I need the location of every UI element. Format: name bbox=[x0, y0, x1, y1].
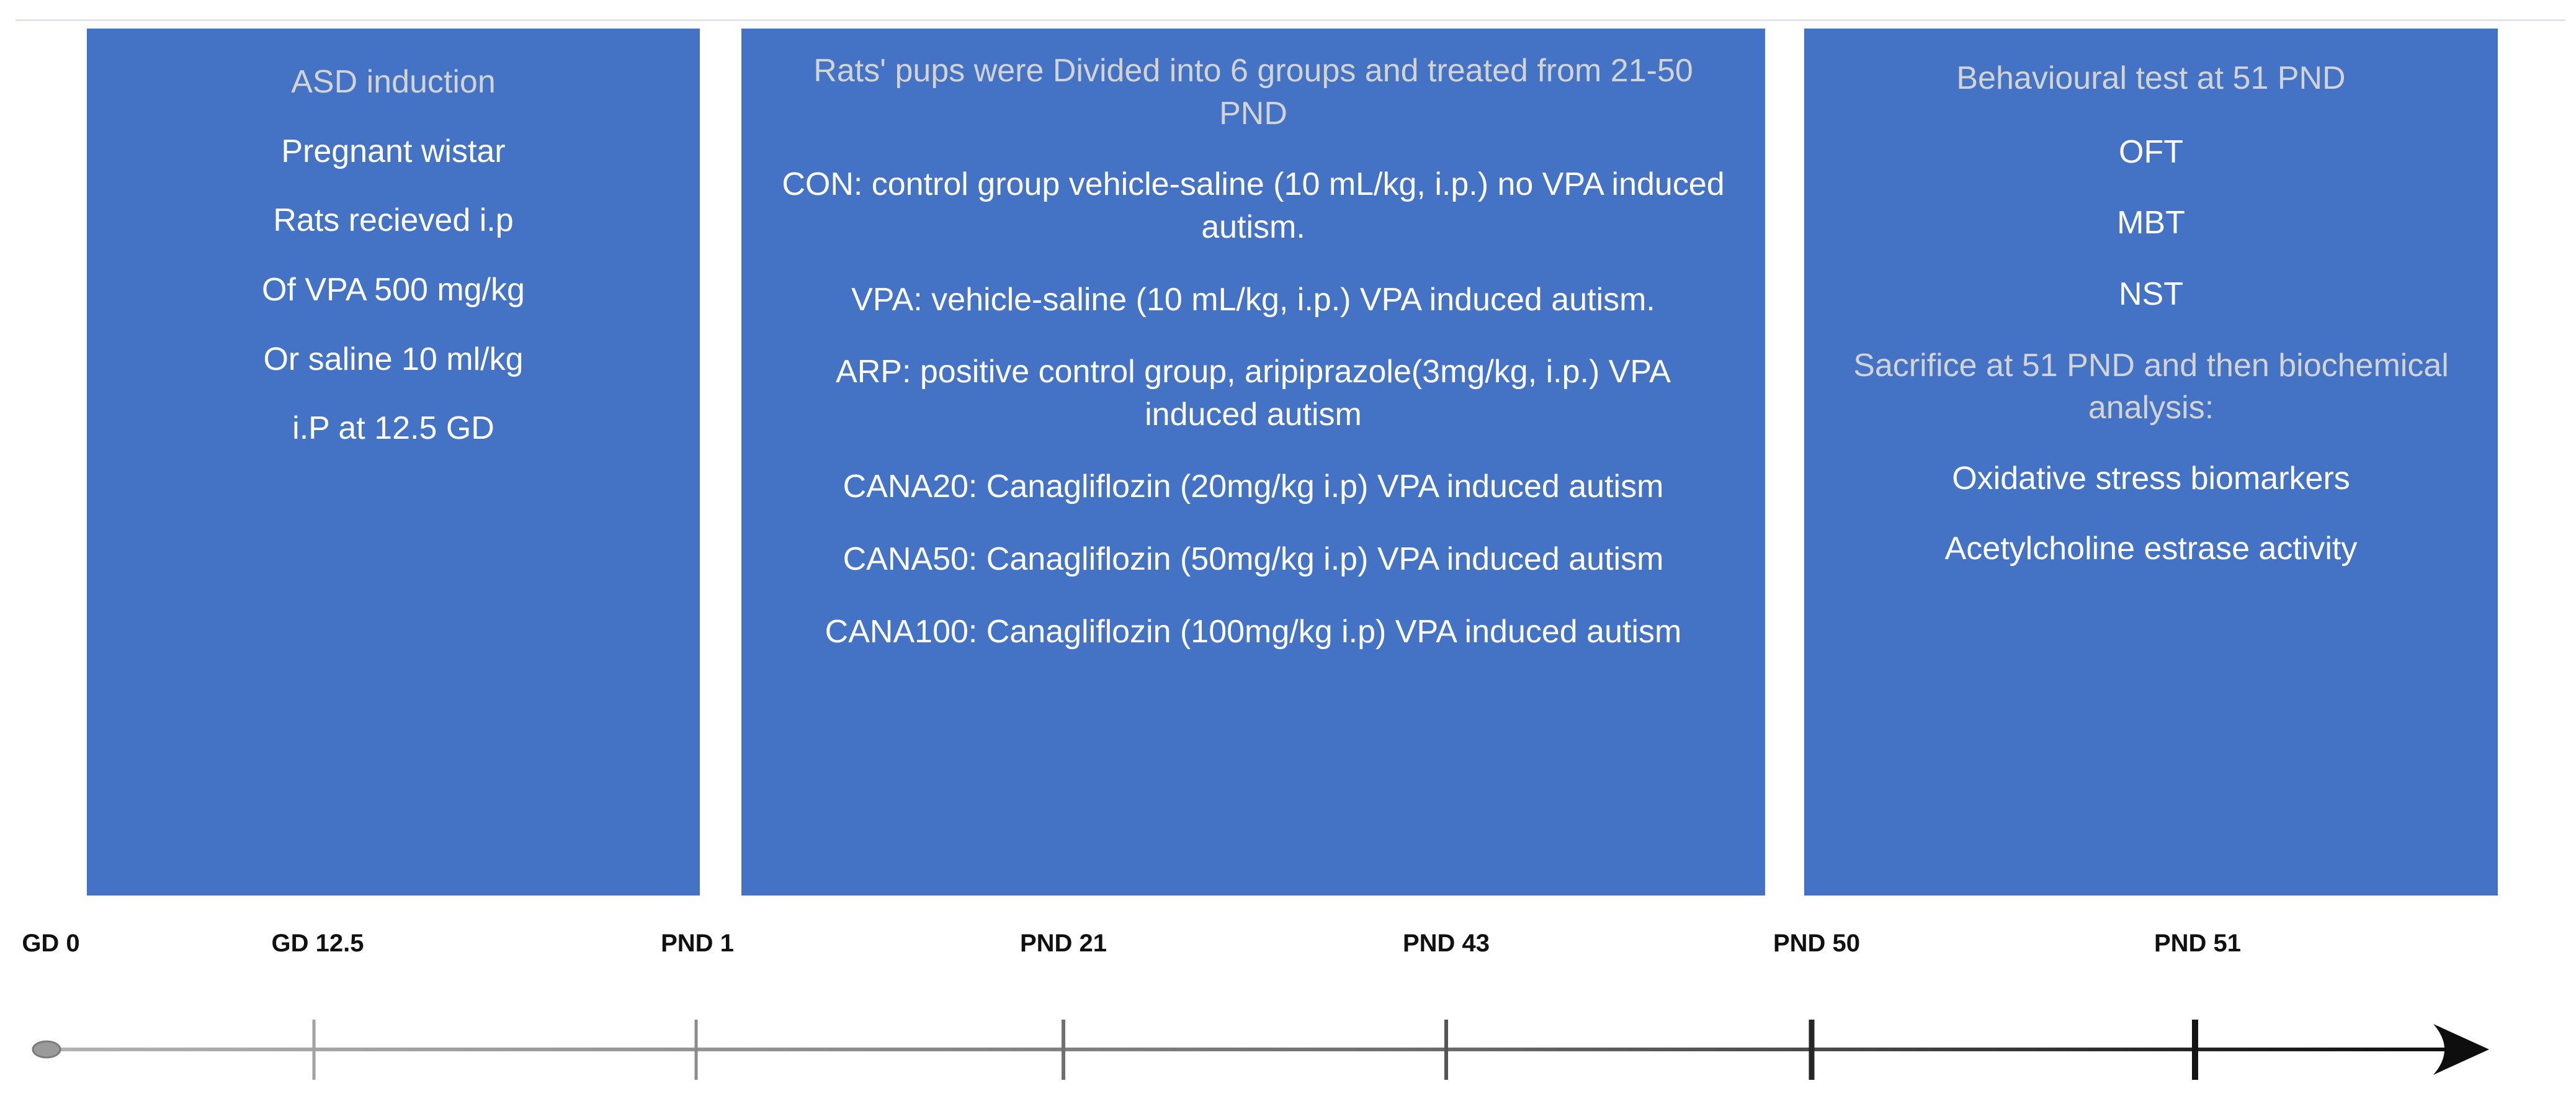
panel-outcomes-heading: Behavioural test at 51 PND bbox=[1956, 60, 2346, 96]
panel-treatment-groups: Rats' pups were Divided into 6 groups an… bbox=[741, 29, 1765, 896]
induction-line: Rats recieved i.p bbox=[273, 202, 514, 239]
induction-line: Or saline 10 ml/kg bbox=[263, 341, 524, 377]
top-border-line bbox=[16, 19, 2565, 21]
timeline-label-pnd21: PND 21 bbox=[1019, 930, 1107, 957]
arrow-right-icon bbox=[2433, 1024, 2489, 1075]
sacrifice-subheading: Sacrifice at 51 PND and then biochemical… bbox=[1853, 347, 2449, 426]
group-paragraph-cana20: CANA20: Canagliflozin (20mg/kg i.p) VPA … bbox=[843, 469, 1664, 505]
timeline-label-pnd50: PND 50 bbox=[1773, 930, 1861, 957]
panel-outcomes: Behavioural test at 51 PND OFT MBT NST S… bbox=[1804, 29, 2498, 896]
behavioural-test-mbt: MBT bbox=[2117, 205, 2185, 241]
panel-asd-induction-heading: ASD induction bbox=[291, 64, 496, 100]
group-paragraph-vpa: VPA: vehicle-saline (10 mL/kg, i.p.) VPA… bbox=[851, 281, 1655, 318]
timeline-label-gd0: GD 0 bbox=[22, 930, 80, 957]
group-paragraph-cana100: CANA100: Canagliflozin (100mg/kg i.p) VP… bbox=[825, 613, 1682, 650]
induction-line: Pregnant wistar bbox=[281, 133, 506, 169]
analysis-oxidative-stress: Oxidative stress biomarkers bbox=[1952, 460, 2350, 496]
timeline-label-gd12-5: GD 12.5 bbox=[271, 930, 364, 957]
panel-asd-induction: ASD induction Pregnant wistar Rats recie… bbox=[87, 29, 700, 896]
group-paragraph-cana50: CANA50: Canagliflozin (50mg/kg i.p) VPA … bbox=[843, 541, 1664, 577]
timeline-label-pnd43: PND 43 bbox=[1402, 930, 1490, 957]
induction-line: Of VPA 500 mg/kg bbox=[262, 271, 525, 308]
behavioural-test-oft: OFT bbox=[2119, 133, 2183, 170]
timeline-label-pnd51: PND 51 bbox=[2153, 930, 2242, 957]
panel-treatment-groups-heading: Rats' pups were Divided into 6 groups an… bbox=[813, 53, 1693, 132]
behavioural-test-nst: NST bbox=[2119, 276, 2183, 312]
induction-line: i.P at 12.5 GD bbox=[292, 410, 494, 447]
timeline-label-pnd1: PND 1 bbox=[661, 930, 734, 957]
group-paragraph-arp: ARP: positive control group, aripiprazol… bbox=[836, 354, 1671, 433]
timeline-start-dot-icon bbox=[32, 1040, 61, 1059]
group-paragraph-con: CON: control group vehicle-saline (10 mL… bbox=[782, 166, 1725, 245]
analysis-acetylcholine: Acetylcholine estrase activity bbox=[1944, 531, 2358, 567]
